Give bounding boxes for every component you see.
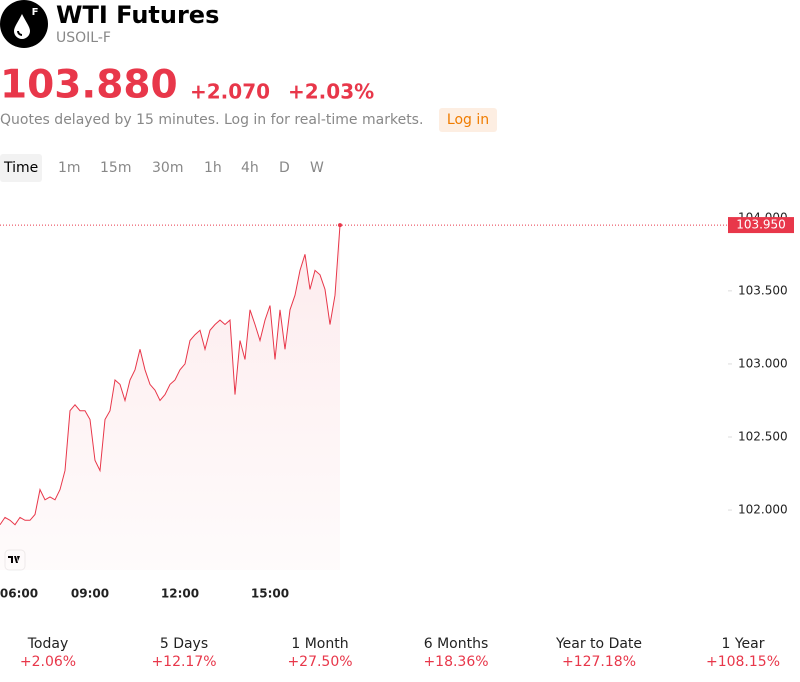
period-change[interactable]: +27.50% bbox=[287, 654, 352, 670]
timeframe-tab[interactable]: D bbox=[279, 160, 290, 176]
price-area bbox=[0, 225, 340, 570]
period-name[interactable]: Today bbox=[27, 636, 69, 652]
period-name[interactable]: Year to Date bbox=[555, 636, 642, 652]
timeframe-tab[interactable]: 4h bbox=[241, 160, 259, 176]
last-price-tag bbox=[728, 217, 794, 234]
x-tick-label: 06:00 bbox=[0, 587, 38, 601]
x-tick-label: 12:00 bbox=[161, 587, 199, 601]
tab-active-bg bbox=[0, 154, 42, 182]
symbol: USOIL-F bbox=[56, 30, 111, 46]
delay-note: Quotes delayed by 15 minutes. Log in for… bbox=[0, 112, 423, 128]
y-tick-label: 102.000 bbox=[738, 503, 788, 517]
period-change[interactable]: +108.15% bbox=[706, 654, 780, 670]
x-tick-label: 15:00 bbox=[251, 587, 289, 601]
login-label[interactable]: Log in bbox=[447, 112, 489, 128]
change-pct: +2.03% bbox=[288, 80, 374, 104]
price: 103.880 bbox=[0, 63, 178, 108]
period-change[interactable]: +127.18% bbox=[562, 654, 636, 670]
timeframe-tab[interactable]: 1h bbox=[204, 160, 222, 176]
y-tick-label: 103.500 bbox=[738, 283, 788, 297]
period-change[interactable]: +12.17% bbox=[151, 654, 216, 670]
period-name[interactable]: 6 Months bbox=[424, 636, 489, 652]
timeframe-tab[interactable]: W bbox=[310, 160, 324, 176]
timeframe-tab[interactable]: 1m bbox=[58, 160, 81, 176]
period-change[interactable]: +18.36% bbox=[423, 654, 488, 670]
timeframe-tab[interactable]: Time bbox=[3, 160, 38, 176]
icon-letter: F bbox=[32, 7, 39, 18]
timeframe-tab[interactable]: 30m bbox=[152, 160, 183, 176]
drop-shine bbox=[17, 30, 23, 36]
last-price-label: 103.950 bbox=[736, 218, 786, 232]
period-change[interactable]: +2.06% bbox=[20, 654, 76, 670]
timeframe-tab[interactable]: 15m bbox=[100, 160, 131, 176]
price-line bbox=[0, 225, 341, 526]
title: WTI Futures bbox=[56, 1, 219, 29]
period-name[interactable]: 1 Month bbox=[291, 636, 348, 652]
change: +2.070 bbox=[190, 80, 270, 104]
login-button[interactable] bbox=[439, 108, 497, 132]
y-tick-label: 102.500 bbox=[738, 430, 788, 444]
y-tick-label: 103.000 bbox=[738, 356, 788, 370]
period-name[interactable]: 1 Year bbox=[722, 636, 765, 652]
period-name[interactable]: 5 Days bbox=[160, 636, 208, 652]
x-tick-label: 09:00 bbox=[71, 587, 109, 601]
